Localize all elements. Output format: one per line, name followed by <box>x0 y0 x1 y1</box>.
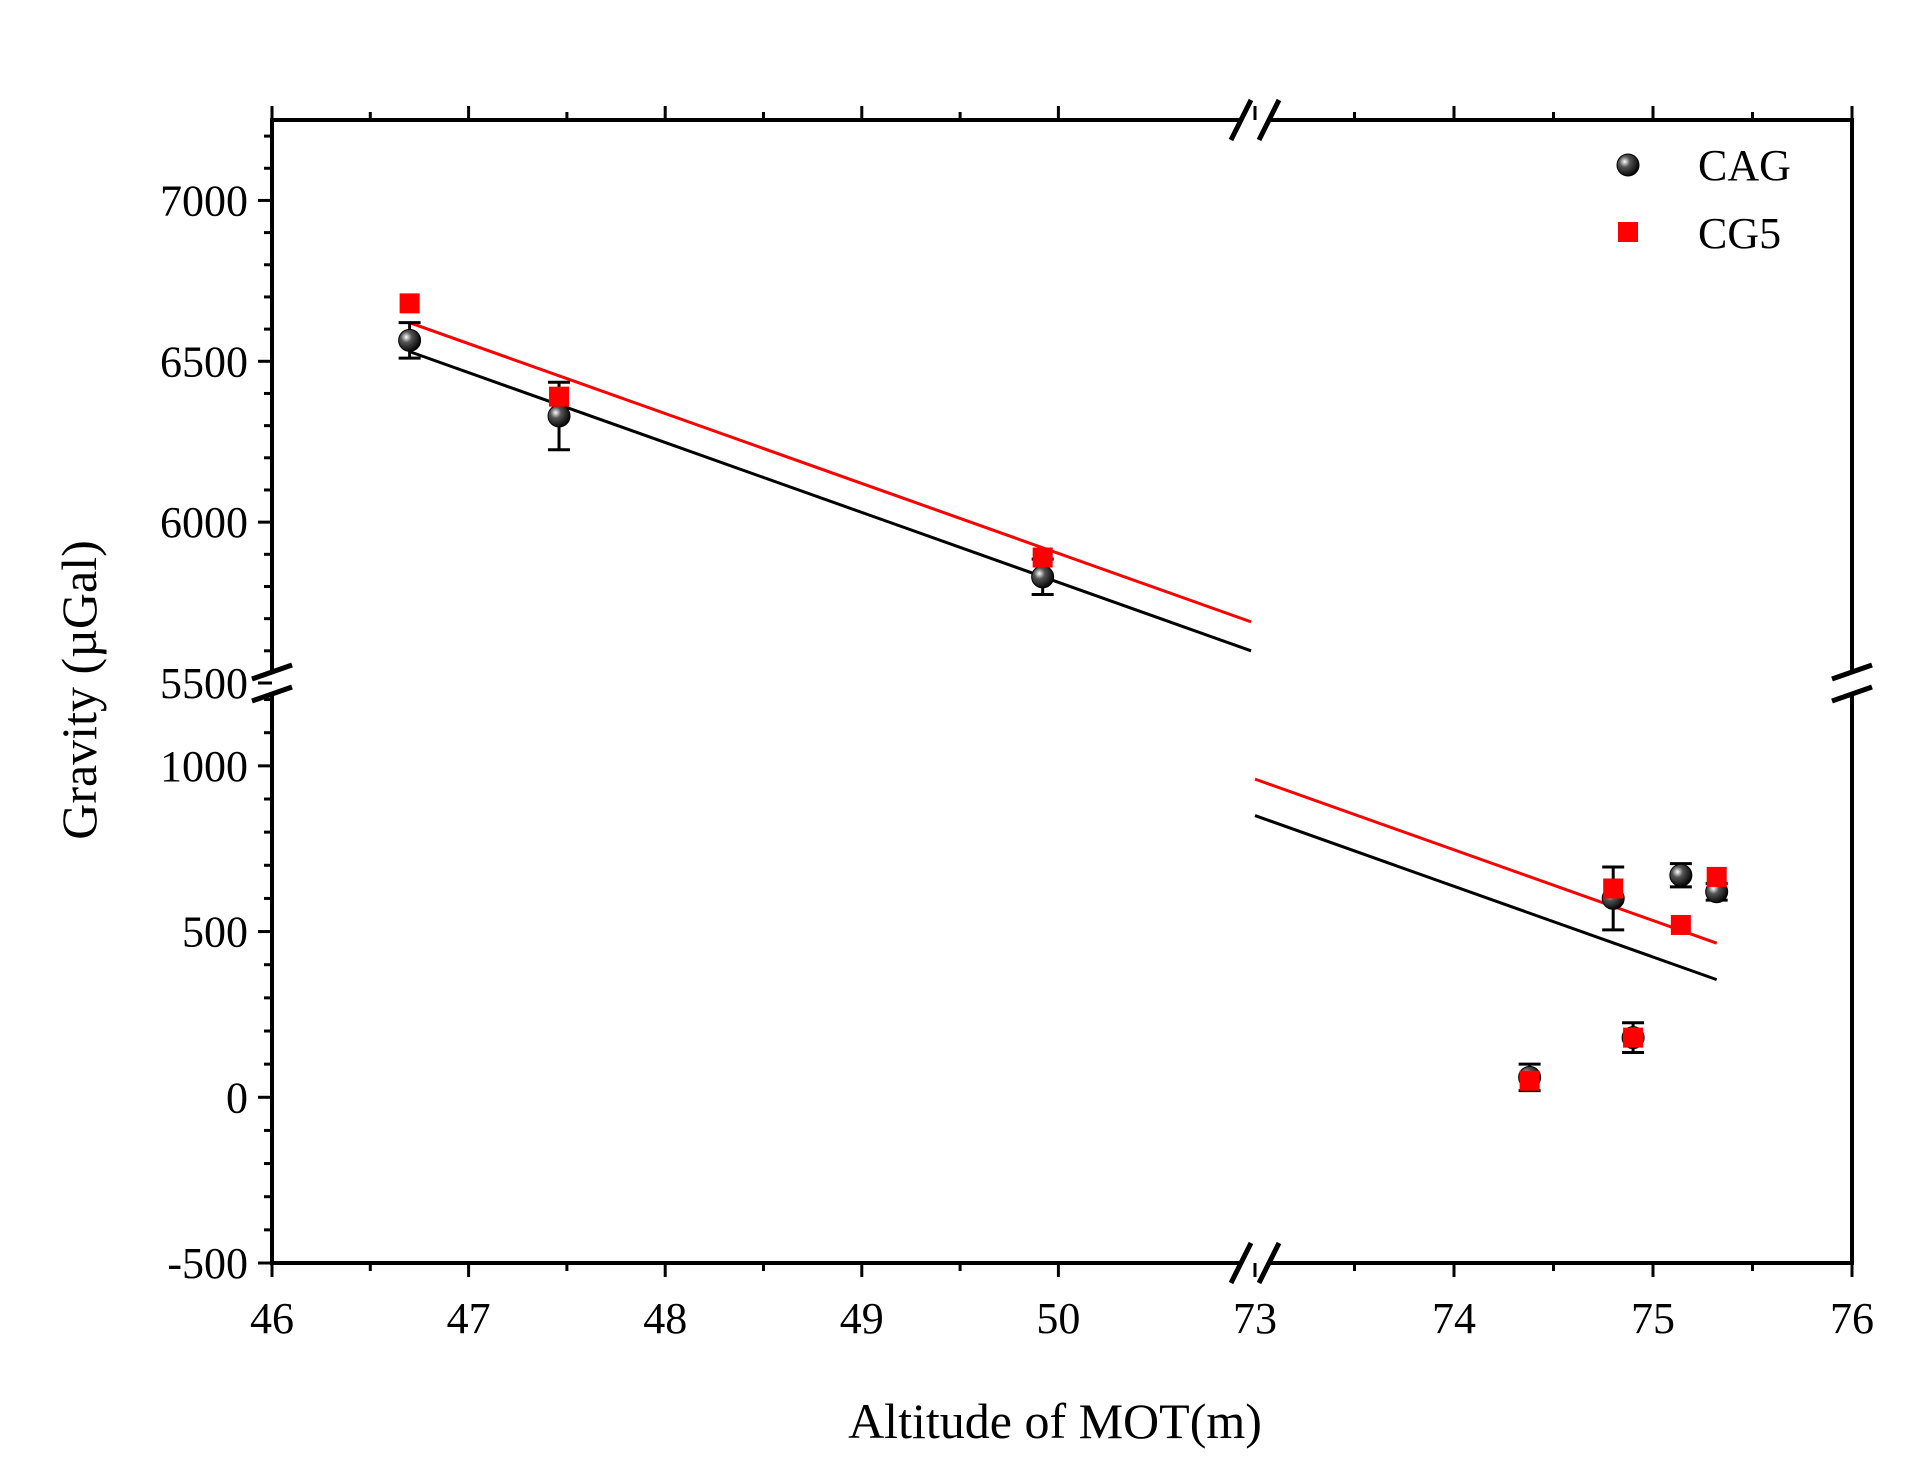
y-tick-label: 0 <box>226 1073 248 1122</box>
axis-ticks <box>258 106 1854 1277</box>
x-tick-label: 49 <box>840 1294 884 1343</box>
y-tick-labels: -500 0 500 1000 5500 6000 6500 7000 <box>160 176 248 1288</box>
legend-marker-cag <box>1616 153 1640 177</box>
x-tick-label: 46 <box>250 1294 294 1343</box>
data-point-cag <box>1031 565 1055 589</box>
y-break-slash <box>251 662 293 682</box>
y-tick-label: 7000 <box>160 176 248 225</box>
x-tick-labels: 46 47 48 49 50 73 74 75 76 <box>250 1294 1874 1343</box>
x-break-slash <box>1228 1241 1254 1285</box>
y-break-slash <box>1831 662 1873 682</box>
y-axis-title: Gravity (µGal) <box>51 540 107 840</box>
y-tick-label: 5500 <box>160 659 248 708</box>
data-point-cg5 <box>1032 547 1053 568</box>
data-point-cag <box>547 404 571 428</box>
data-point-cg5 <box>1623 1027 1644 1048</box>
legend-marker-cg5 <box>1618 222 1638 242</box>
y-tick-label: 6500 <box>160 337 248 386</box>
x-tick-label: 74 <box>1432 1294 1476 1343</box>
data-point-cg5 <box>549 386 570 407</box>
fit-line-cag <box>1254 814 1718 982</box>
data-point-cg5 <box>1519 1070 1540 1091</box>
legend: CAG CG5 <box>1616 141 1791 258</box>
data-point-cg5 <box>1603 878 1624 899</box>
data-point-cg5 <box>399 293 420 314</box>
x-tick-label: 47 <box>447 1294 491 1343</box>
y-tick-label: -500 <box>167 1239 248 1288</box>
legend-label-cg5: CG5 <box>1698 209 1781 258</box>
fit-line-cg5 <box>409 321 1252 624</box>
data-point-cg5 <box>1670 914 1691 935</box>
x-axis-title: Altitude of MOT(m) <box>848 1393 1262 1449</box>
plot-frame <box>270 118 1854 1265</box>
data-point-cag <box>1669 863 1693 887</box>
x-break-slash <box>1228 98 1254 142</box>
x-tick-label: 50 <box>1036 1294 1080 1343</box>
x-tick-label: 75 <box>1631 1294 1675 1343</box>
fit-lines <box>409 321 1718 982</box>
axis-break-marks <box>251 98 1873 1285</box>
error-bars <box>398 321 1728 1093</box>
x-tick-label: 48 <box>643 1294 687 1343</box>
data-point-cg5 <box>1706 866 1727 887</box>
y-tick-label: 1000 <box>160 742 248 791</box>
x-tick-label: 76 <box>1830 1294 1874 1343</box>
x-break-slash <box>1256 1241 1282 1285</box>
y-tick-label: 500 <box>182 908 248 957</box>
y-break-slash <box>251 684 293 704</box>
y-tick-label: 6000 <box>160 498 248 547</box>
y-break-slash <box>1831 684 1873 704</box>
x-break-slash <box>1256 98 1282 142</box>
fit-line-cag <box>409 350 1252 653</box>
data-points <box>398 293 1729 1091</box>
legend-label-cag: CAG <box>1698 141 1791 190</box>
data-point-cag <box>398 328 422 352</box>
fit-line-cg5 <box>1254 777 1718 945</box>
x-tick-label: 73 <box>1233 1294 1277 1343</box>
